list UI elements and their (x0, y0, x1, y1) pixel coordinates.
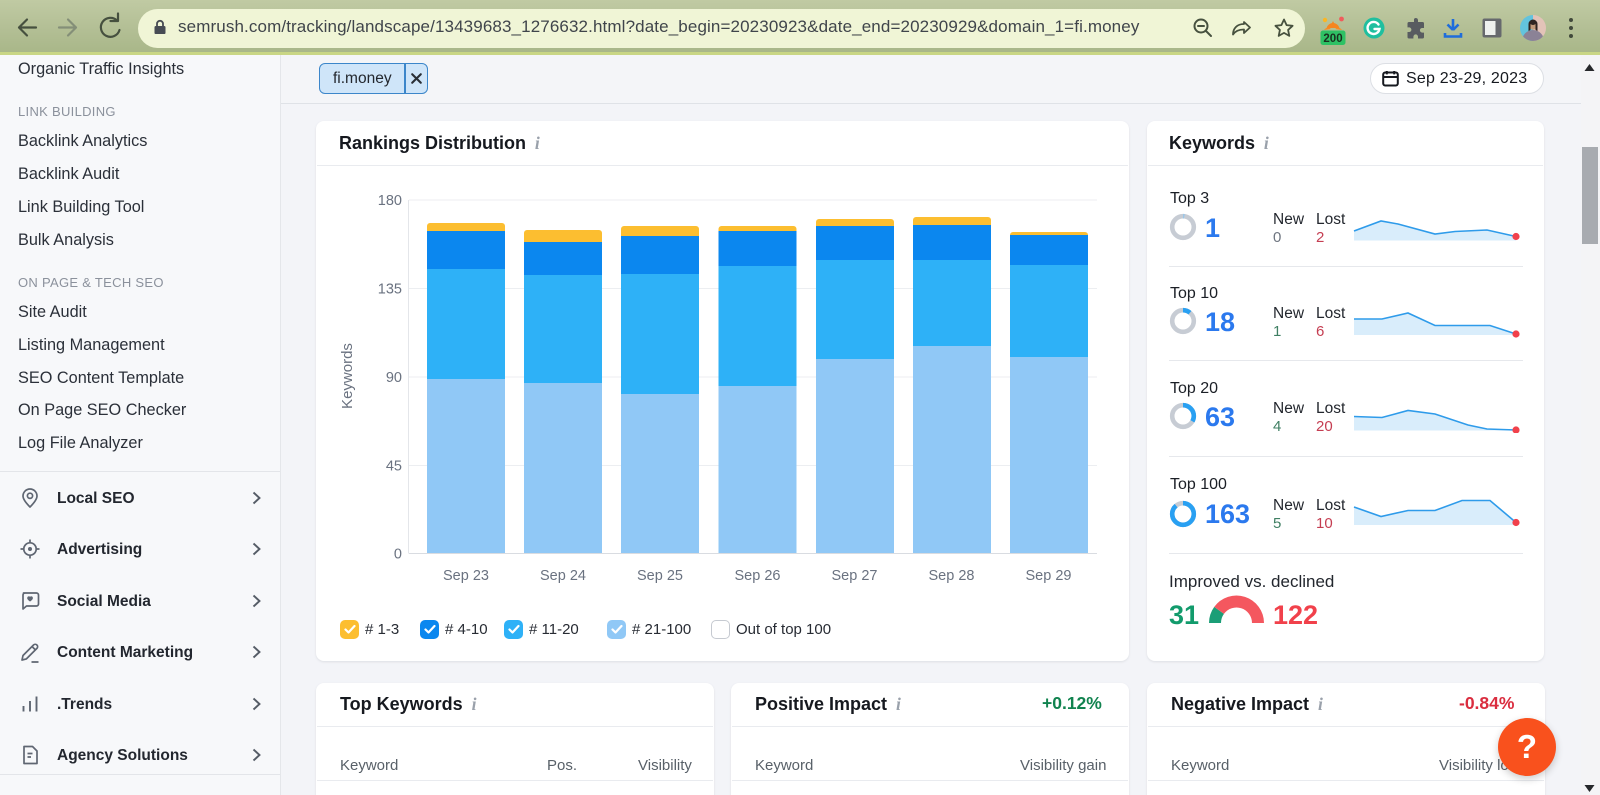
svg-text:Sep 27: Sep 27 (832, 568, 878, 584)
svg-text:Sep 24: Sep 24 (540, 568, 586, 584)
svg-text:180: 180 (378, 193, 402, 209)
svg-text:Sep 29: Sep 29 (1026, 568, 1072, 584)
svg-text:Sep 23: Sep 23 (443, 568, 489, 584)
svg-text:Sep 28: Sep 28 (929, 568, 975, 584)
svg-text:90: 90 (386, 370, 402, 386)
svg-text:Sep 25: Sep 25 (637, 568, 683, 584)
svg-text:Keywords: Keywords (339, 343, 356, 409)
svg-text:45: 45 (386, 459, 402, 475)
svg-text:0: 0 (394, 547, 402, 563)
svg-text:135: 135 (378, 282, 402, 298)
svg-text:200: 200 (1323, 33, 1342, 45)
svg-text:Sep 26: Sep 26 (735, 568, 781, 584)
